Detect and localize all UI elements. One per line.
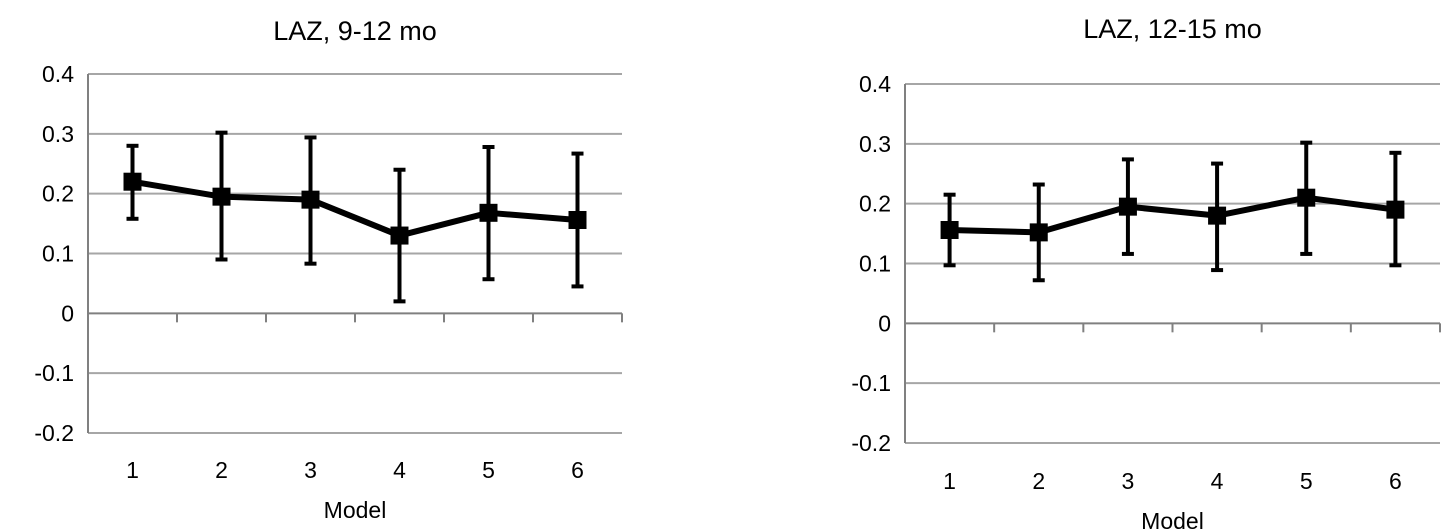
y-tick-label: 0.4 (42, 61, 74, 87)
gridlines (905, 83, 1440, 444)
x-tick-label: 2 (215, 457, 228, 483)
data-point (568, 210, 587, 229)
series (123, 130, 587, 304)
chart-title: LAZ, 12-15 mo (1083, 14, 1262, 44)
x-tick-label: 5 (1300, 468, 1313, 494)
data-point (1386, 200, 1405, 219)
y-tick-label: -0.2 (851, 430, 891, 456)
series-line (132, 178, 578, 239)
x-tick-label: 4 (1211, 468, 1224, 494)
y-tick-label: 0.4 (859, 71, 891, 97)
data-point (301, 190, 320, 209)
data-point (1208, 206, 1227, 225)
y-tick-label: -0.1 (851, 370, 891, 396)
series-line (949, 194, 1396, 236)
data-point (1297, 188, 1316, 207)
data-point (390, 226, 409, 245)
y-axis-ticks: 0.4 0.3 0.2 0.1 0 -0.1 -0.2 (851, 71, 891, 456)
x-tick-label: 5 (482, 457, 495, 483)
x-axis-label: Model (1141, 508, 1204, 531)
data-point (1029, 223, 1048, 242)
x-tick-label: 6 (571, 457, 584, 483)
x-axis-ticks: 1 2 3 4 5 6 (943, 468, 1402, 494)
data-point (1118, 197, 1137, 216)
x-tick-label: 1 (943, 468, 956, 494)
chart-laz-12-15: LAZ, 12-15 mo Model 0.4 0.3 0.2 0.1 0 -0.1 -0.… (851, 14, 1441, 531)
data-point (212, 187, 231, 206)
x-tick-label: 4 (393, 457, 406, 483)
series (940, 140, 1405, 283)
y-tick-label: 0.1 (859, 251, 891, 277)
gridlines (88, 73, 622, 434)
data-point (940, 220, 959, 239)
y-tick-label: 0 (878, 310, 891, 336)
chart-laz-9-12: LAZ, 9-12 mo Model 0.4 0.3 0.2 0.1 0 -0.1 -0.2… (34, 16, 623, 523)
x-axis-ticks: 1 2 3 4 5 6 (126, 457, 584, 483)
y-tick-label: 0.1 (42, 241, 74, 267)
y-axis-ticks: 0.4 0.3 0.2 0.1 0 -0.1 -0.2 (34, 61, 74, 446)
x-tick-label: 1 (126, 457, 139, 483)
data-point (479, 203, 498, 222)
data-point (123, 172, 142, 191)
y-tick-label: 0.2 (859, 191, 891, 217)
y-tick-label: -0.1 (34, 360, 74, 386)
y-tick-label: 0.2 (42, 181, 74, 207)
y-tick-label: 0.3 (42, 121, 74, 147)
x-tick-label: 6 (1389, 468, 1402, 494)
x-tick-label: 3 (304, 457, 317, 483)
y-tick-label: -0.2 (34, 420, 74, 446)
chart-title: LAZ, 9-12 mo (273, 16, 437, 46)
y-tick-label: 0.3 (859, 131, 891, 157)
x-axis-label: Model (324, 497, 387, 523)
x-tick-label: 3 (1122, 468, 1135, 494)
x-tick-label: 2 (1032, 468, 1045, 494)
y-tick-label: 0 (61, 300, 74, 326)
